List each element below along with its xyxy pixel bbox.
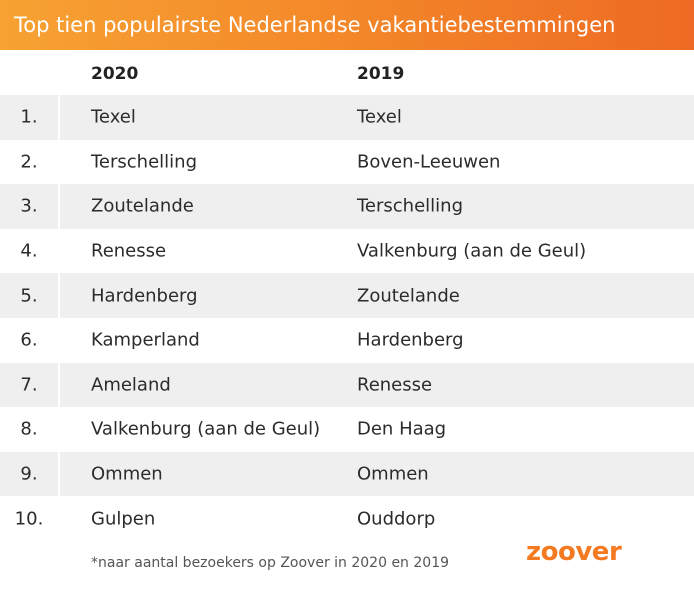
rank-cell: 1.	[0, 95, 58, 140]
destination-2019: Texel	[357, 106, 402, 128]
table-row: 9. Ommen Ommen	[0, 451, 694, 497]
row-background	[60, 184, 694, 229]
zoover-logo: zoover	[526, 537, 622, 567]
destination-2020: Valkenburg (aan de Geul)	[91, 418, 321, 440]
rank-cell: 4.	[0, 229, 58, 274]
rank-number: 5.	[20, 285, 38, 307]
table-row: 10. Gulpen Ouddorp	[0, 496, 694, 541]
row-background	[60, 95, 694, 140]
destination-2019: Valkenburg (aan de Geul)	[357, 240, 587, 262]
destination-2020: Gulpen	[91, 508, 156, 530]
rank-number: 3.	[20, 195, 38, 217]
destination-2019: Boven-Leeuwen	[357, 151, 501, 173]
row-background	[60, 451, 694, 497]
footnote: *naar aantal bezoekers op Zoover in 2020…	[91, 555, 450, 571]
rank-number: 6.	[20, 329, 38, 351]
table-row: 5. Hardenberg Zoutelande	[0, 273, 694, 318]
table-body: 1. Texel Texel 2. Terschelling Boven-Leeuwen 3…	[0, 95, 694, 541]
rank-cell: 7.	[0, 362, 58, 408]
table-row: 1. Texel Texel	[0, 95, 694, 140]
table-row: 3. Zoutelande Terschelling	[0, 184, 694, 229]
rank-cell: 5.	[0, 273, 58, 318]
rank-number: 8.	[20, 418, 38, 440]
destination-2019: Terschelling	[357, 195, 464, 217]
destination-2020: Texel	[91, 106, 136, 128]
table-header: 2020 2019	[0, 51, 694, 95]
column-header-2019: 2019	[357, 64, 405, 84]
destination-2019: Ouddorp	[357, 508, 436, 530]
destination-2020: Kamperland	[91, 329, 200, 351]
destination-2019: Den Haag	[357, 418, 447, 440]
rank-number: 9.	[20, 463, 38, 485]
rank-number: 4.	[20, 240, 38, 262]
rank-number: 2.	[20, 151, 38, 173]
destination-2019: Zoutelande	[357, 285, 460, 307]
destination-2019: Renesse	[357, 374, 433, 396]
column-header-2020: 2020	[91, 64, 139, 84]
destination-2020: Hardenberg	[91, 285, 198, 307]
table-row: 7. Ameland Renesse	[0, 362, 694, 408]
rank-number: 10.	[14, 508, 44, 530]
destination-2020: Ommen	[91, 463, 163, 485]
rank-cell: 3.	[0, 184, 58, 229]
destination-2019: Ommen	[357, 463, 429, 485]
destination-2020: Zoutelande	[91, 195, 194, 217]
table-row: 2. Terschelling Boven-Leeuwen	[0, 140, 694, 185]
destination-2020: Ameland	[91, 374, 171, 396]
rank-cell: 9.	[0, 451, 58, 497]
page-title: Top tien populairste Nederlandse vakanti…	[0, 0, 694, 50]
ranking-table: 2020 2019 1. Texel Texel 2. Terschelling Bove…	[0, 51, 694, 541]
rank-cell: 8.	[0, 407, 58, 452]
table-row: 6. Kamperland Hardenberg	[0, 318, 694, 363]
table-row: 8. Valkenburg (aan de Geul) Den Haag	[0, 407, 694, 452]
destination-2020: Terschelling	[91, 151, 198, 173]
row-background	[60, 362, 694, 408]
row-background	[60, 273, 694, 318]
rank-cell: 2.	[0, 140, 58, 185]
rank-number: 7.	[20, 374, 38, 396]
table-row: 4. Renesse Valkenburg (aan de Geul)	[0, 229, 694, 274]
rank-cell: 10.	[0, 496, 58, 541]
destination-2020: Renesse	[91, 240, 167, 262]
destination-2019: Hardenberg	[357, 329, 464, 351]
rank-number: 1.	[20, 106, 38, 128]
rank-cell: 6.	[0, 318, 58, 363]
